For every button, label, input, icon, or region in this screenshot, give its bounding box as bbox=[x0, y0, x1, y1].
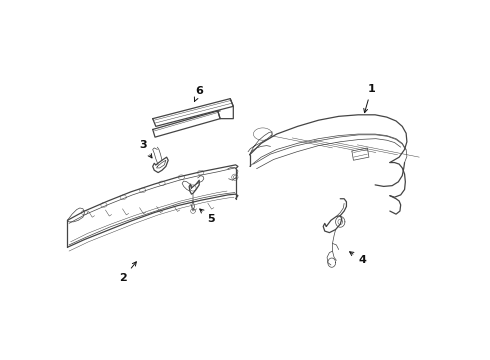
Text: 1: 1 bbox=[364, 84, 375, 113]
Text: 5: 5 bbox=[200, 209, 215, 224]
Text: 2: 2 bbox=[120, 262, 136, 283]
Text: 3: 3 bbox=[139, 140, 152, 158]
Text: 6: 6 bbox=[195, 86, 203, 102]
Text: 4: 4 bbox=[350, 252, 366, 265]
